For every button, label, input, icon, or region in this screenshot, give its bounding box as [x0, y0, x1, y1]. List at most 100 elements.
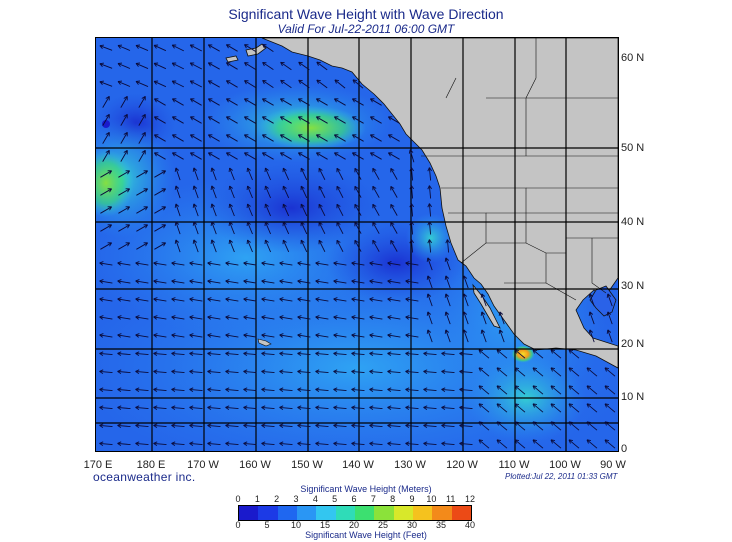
wave-arrow-head	[117, 423, 122, 426]
wave-arrow-head	[315, 315, 320, 318]
wave-arrow-head	[445, 293, 450, 297]
wave-arrow	[298, 152, 310, 160]
wave-arrow-head	[99, 441, 104, 444]
wave-arrow	[154, 224, 166, 232]
wave-arrow-head	[387, 353, 392, 356]
wave-arrow	[207, 280, 221, 284]
wave-arrow-head	[261, 369, 266, 372]
wave-arrow-head	[99, 279, 104, 282]
wave-arrow	[118, 224, 130, 232]
wave-arrow-head	[334, 152, 337, 157]
wave-arrow-head	[211, 185, 215, 189]
legend-color-step	[316, 506, 337, 520]
wave-arrow-head	[117, 298, 121, 302]
wave-arrow	[550, 385, 562, 395]
wave-arrow	[514, 421, 526, 431]
wave-arrow	[300, 221, 308, 235]
wave-arrow-head	[163, 188, 166, 193]
wave-arrow-head	[99, 405, 104, 408]
wave-arrow	[225, 370, 239, 374]
wave-arrow-head	[243, 279, 248, 282]
wave-arrow-head	[333, 279, 338, 282]
wave-arrow	[207, 370, 221, 374]
wave-arrow	[243, 370, 257, 374]
wave-arrow	[481, 293, 487, 307]
wave-arrow-head	[117, 315, 122, 318]
wave-arrow	[318, 221, 326, 235]
wave-arrow	[136, 206, 148, 214]
wave-arrow-head	[207, 389, 212, 392]
wave-arrow-head	[99, 262, 103, 266]
wave-arrow	[99, 280, 113, 284]
wave-arrow-head	[127, 242, 130, 247]
wave-arrow	[607, 293, 613, 307]
wave-arrow-head	[405, 298, 409, 302]
wave-arrow	[478, 439, 490, 449]
wave-arrow	[225, 424, 239, 428]
wave-arrow	[372, 222, 380, 234]
wave-arrow-head	[153, 316, 157, 320]
wave-arrow-head	[280, 62, 283, 67]
wave-arrow-head	[532, 367, 535, 372]
wave-arrow	[244, 152, 256, 160]
wave-arrow-head	[153, 443, 158, 446]
wave-arrow-head	[135, 81, 139, 85]
wave-arrow	[207, 442, 221, 446]
wave-arrow-head	[369, 407, 374, 410]
wave-arrow	[297, 352, 311, 356]
legend-feet-tick: 15	[319, 520, 331, 530]
wave-arrow-head	[429, 221, 432, 226]
wave-arrow	[459, 424, 473, 428]
wave-arrow-head	[135, 425, 140, 428]
wave-arrow-head	[336, 221, 341, 225]
wave-arrow	[441, 388, 455, 392]
wave-arrow	[229, 185, 235, 199]
wave-arrow	[264, 221, 272, 235]
wave-arrow	[372, 168, 380, 180]
wave-arrow	[243, 406, 257, 410]
wave-arrow-head	[318, 203, 323, 207]
wave-arrow-head	[405, 423, 410, 426]
wave-arrow	[135, 280, 149, 284]
wave-arrow-head	[405, 425, 410, 428]
wave-arrow-head	[135, 405, 140, 408]
wave-arrow-head	[225, 334, 229, 338]
wave-arrow-head	[244, 80, 247, 85]
wave-arrow-head	[532, 385, 537, 388]
wave-arrow-head	[207, 44, 211, 49]
wave-arrow-head	[190, 116, 193, 121]
wave-arrow	[298, 116, 310, 124]
wave-arrow	[171, 370, 185, 374]
wave-arrow	[300, 239, 308, 253]
wave-arrow	[226, 62, 238, 70]
wave-arrow-head	[283, 167, 287, 171]
legend-feet-tick: 30	[406, 520, 418, 530]
wave-arrow-head	[390, 240, 395, 243]
wave-arrow-head	[478, 421, 483, 424]
wave-arrow-head	[243, 443, 248, 446]
wave-arrow-head	[243, 334, 247, 338]
wave-arrow	[428, 167, 432, 181]
wave-arrow-head	[163, 206, 166, 211]
wave-arrow-head	[462, 275, 465, 280]
wave-arrow-head	[207, 316, 211, 320]
wave-arrow	[369, 262, 383, 266]
wave-arrow	[315, 298, 329, 302]
wave-arrow-head	[351, 280, 355, 284]
wave-arrow	[496, 439, 508, 449]
wave-arrow-head	[225, 353, 230, 356]
wave-arrow-head	[207, 369, 212, 372]
wave-arrow-head	[261, 297, 266, 300]
wave-arrow-head	[117, 425, 122, 428]
wave-arrow	[154, 134, 166, 142]
wave-arrow	[171, 80, 185, 88]
wave-arrow-head	[207, 333, 212, 336]
wave-arrow	[154, 116, 166, 124]
wave-arrow-head	[405, 279, 410, 282]
wave-arrow-head	[243, 315, 248, 318]
wave-arrow-head	[283, 239, 287, 243]
wave-arrow-head	[372, 221, 377, 225]
wave-arrow	[352, 116, 364, 124]
legend-color-step	[374, 506, 395, 520]
wave-arrow	[459, 406, 473, 410]
